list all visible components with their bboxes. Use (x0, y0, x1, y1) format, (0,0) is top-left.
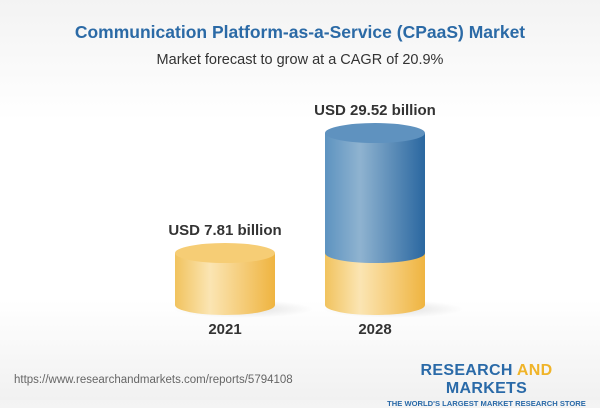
logo-tagline: THE WORLD'S LARGEST MARKET RESEARCH STOR… (387, 399, 586, 408)
chart-title: Communication Platform-as-a-Service (CPa… (74, 22, 526, 42)
cylinder-growth-2028 (325, 133, 425, 264)
cylinder-base-2028 (325, 253, 425, 315)
source-url[interactable]: https://www.researchandmarkets.com/repor… (14, 374, 293, 386)
logo-text: AND (516, 362, 553, 379)
logo-text: RESEARCH (420, 362, 517, 379)
data-label-2021: USD 7.81 billion (168, 222, 281, 239)
cylinder-top-2021 (175, 243, 275, 264)
category-label-2021: 2021 (208, 321, 241, 338)
category-label-2028: 2028 (358, 321, 391, 338)
logo-text: MARKETS (445, 380, 528, 397)
cylinder-chart: USD 7.81 billion 2021 USD 29.52 billion 202… (168, 102, 463, 338)
cylinder-top-2028 (325, 123, 425, 144)
research-and-markets-logo: RESEARCH AND MARKETS THE WORLD'S LARGEST… (384, 362, 589, 408)
chart-subtitle: Market forecast to grow at a CAGR of 20.… (156, 52, 444, 68)
data-label-2028: USD 29.52 billion (314, 102, 436, 119)
cylinder-base-2021 (175, 253, 275, 315)
